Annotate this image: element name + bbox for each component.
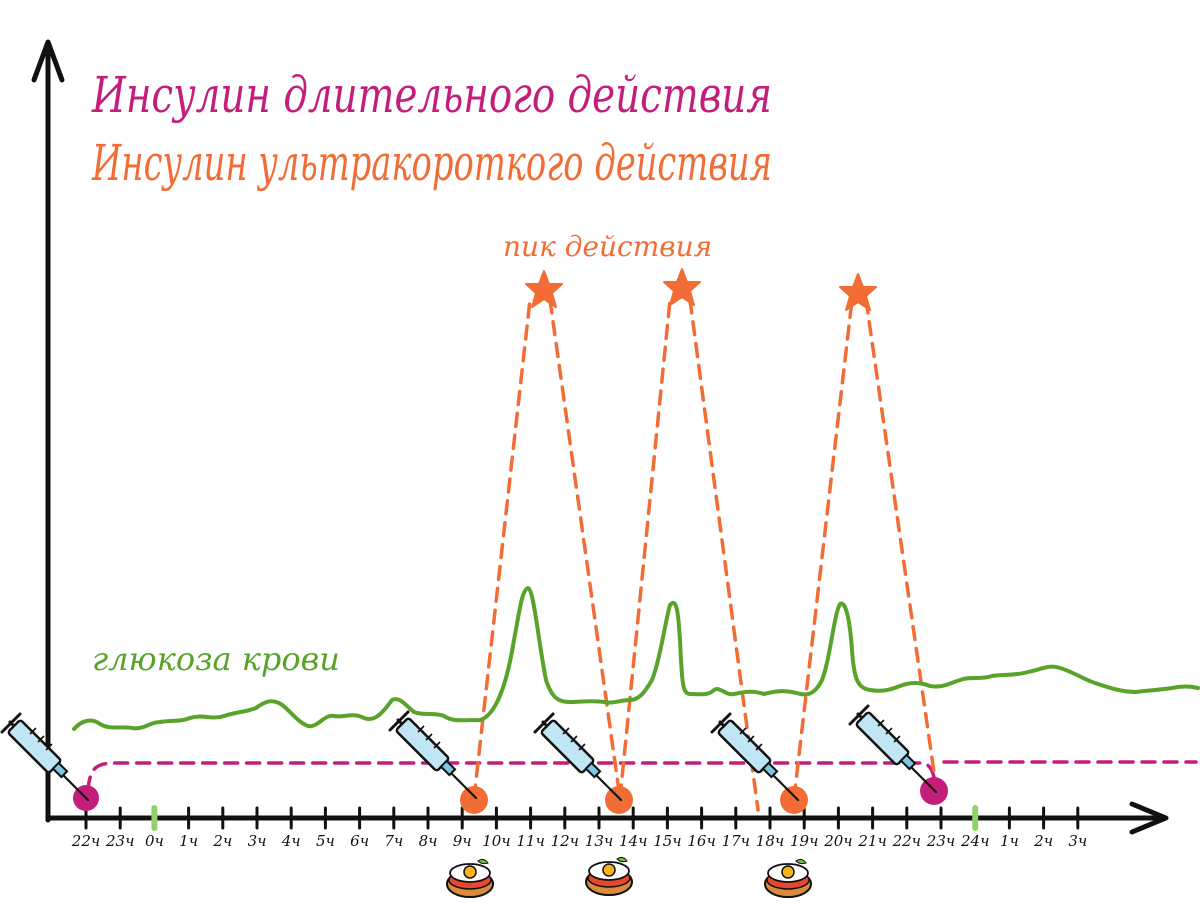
glucose-label: глюкоза крови	[92, 640, 340, 678]
time-tick-label: 23ч	[105, 832, 134, 850]
ultra-short-curves	[472, 298, 936, 812]
time-tick-label: 15ч	[653, 832, 681, 850]
glucose-curve	[72, 586, 1200, 731]
time-tick-label: 6ч	[350, 832, 369, 850]
ultra-short-injection-dot	[460, 786, 488, 814]
time-tick-label: 9ч	[453, 832, 472, 850]
time-axis-labels: 22ч 23ч 0ч 1ч 2ч 3ч 4ч 5ч 6ч 7ч 8ч 9ч 10ч 11ч 12ч 13ч 14…	[71, 832, 1087, 850]
ultra-short-injection-dot	[605, 786, 633, 814]
time-tick-label: 7ч	[384, 832, 403, 850]
star-icons	[525, 268, 877, 311]
fried-egg-sandwich-icon	[585, 856, 633, 896]
star-icon	[663, 268, 701, 306]
time-tick-label: 3ч	[248, 832, 267, 850]
ultra-short-curve-9	[472, 298, 622, 800]
ultra-short-curve-18	[792, 298, 936, 800]
time-tick-label: 23ч	[926, 832, 955, 850]
time-tick-label: 22ч	[892, 832, 921, 850]
time-tick-label: 1ч	[1000, 832, 1019, 850]
fried-egg-sandwich-icon	[446, 858, 494, 898]
injection-dots	[73, 777, 948, 814]
legend-long-acting: Инсулин длительного действия	[91, 66, 772, 124]
legend-ultra-short: Инсулин ультракороткого действия	[91, 134, 772, 192]
syringe-icon	[388, 710, 478, 800]
time-tick-label: 19ч	[790, 832, 818, 850]
time-tick-label: 13ч	[585, 832, 613, 850]
time-tick-label: 5ч	[316, 832, 335, 850]
meal-icons	[446, 856, 812, 898]
time-axis-ticks	[84, 805, 1080, 831]
time-tick-label: 2ч	[212, 832, 232, 850]
time-tick-label: 14ч	[619, 832, 647, 850]
long-acting-curve	[86, 760, 1198, 792]
time-tick-label: 20ч	[823, 832, 852, 850]
star-icon	[525, 270, 563, 308]
ultra-short-curve-13	[618, 298, 760, 812]
fried-egg-sandwich-icon	[764, 858, 812, 898]
time-tick-label: 2ч	[1033, 832, 1053, 850]
syringe-icon	[848, 704, 938, 794]
star-icon	[839, 273, 877, 311]
y-axis-arrowhead	[31, 39, 65, 83]
peak-label: пик действия	[503, 230, 712, 263]
time-tick-label: 12ч	[551, 832, 579, 850]
time-tick-label: 11ч	[516, 832, 544, 850]
time-tick-label: 18ч	[756, 832, 784, 850]
time-tick-label: 0ч	[145, 832, 164, 850]
time-tick-label: 1ч	[179, 832, 198, 850]
time-tick-label: 21ч	[857, 832, 886, 850]
time-tick-label: 10ч	[482, 832, 510, 850]
time-tick-label: 3ч	[1068, 832, 1087, 850]
time-tick-label: 24ч	[960, 832, 989, 850]
ultra-short-injection-dot	[780, 786, 808, 814]
x-axis-arrowhead	[1129, 801, 1169, 835]
time-tick-label: 8ч	[419, 832, 438, 850]
time-tick-label: 17ч	[722, 832, 750, 850]
time-tick-label: 4ч	[281, 832, 301, 850]
syringe-icon	[533, 712, 623, 802]
time-tick-label: 22ч	[71, 832, 100, 850]
time-tick-label: 16ч	[687, 832, 715, 850]
